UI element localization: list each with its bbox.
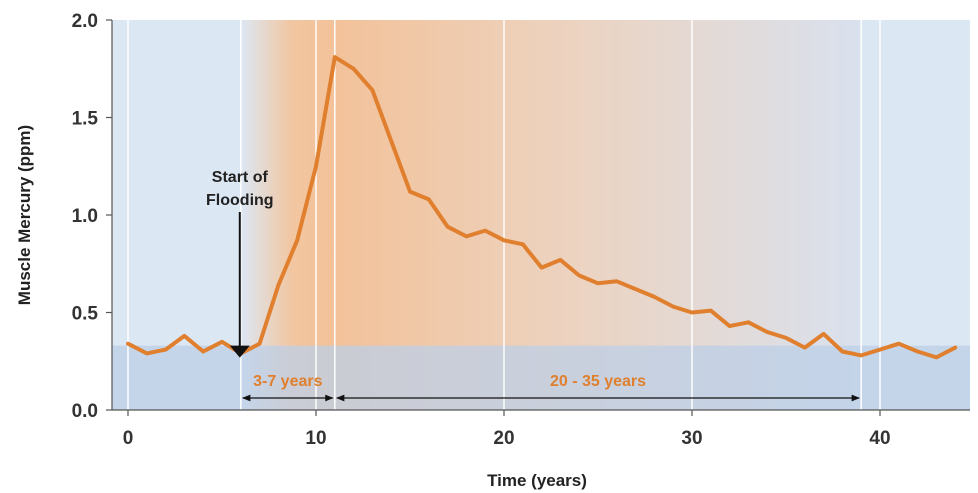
y-tick-label: 0.0 xyxy=(72,401,98,422)
x-tick-label: 40 xyxy=(869,428,890,449)
span-label-20-35-years: 20 - 35 years xyxy=(550,373,646,390)
span-label-3-7-years: 3-7 years xyxy=(253,373,322,390)
y-axis-title: Muscle Mercury (ppm) xyxy=(15,125,34,305)
y-tick-label: 2.0 xyxy=(72,11,98,32)
x-tick-label: 20 xyxy=(493,428,514,449)
flooding-label-line2: Flooding xyxy=(206,192,274,209)
y-tick-label: 1.0 xyxy=(72,206,98,227)
flooding-label-line1: Start of xyxy=(212,169,269,186)
x-axis-title: Time (years) xyxy=(487,471,587,490)
y-tick-label: 1.5 xyxy=(72,109,99,130)
x-tick-label: 10 xyxy=(305,428,326,449)
y-tick-label: 0.5 xyxy=(72,304,99,325)
x-tick-label: 30 xyxy=(681,428,702,449)
x-tick-label: 0 xyxy=(123,428,134,449)
